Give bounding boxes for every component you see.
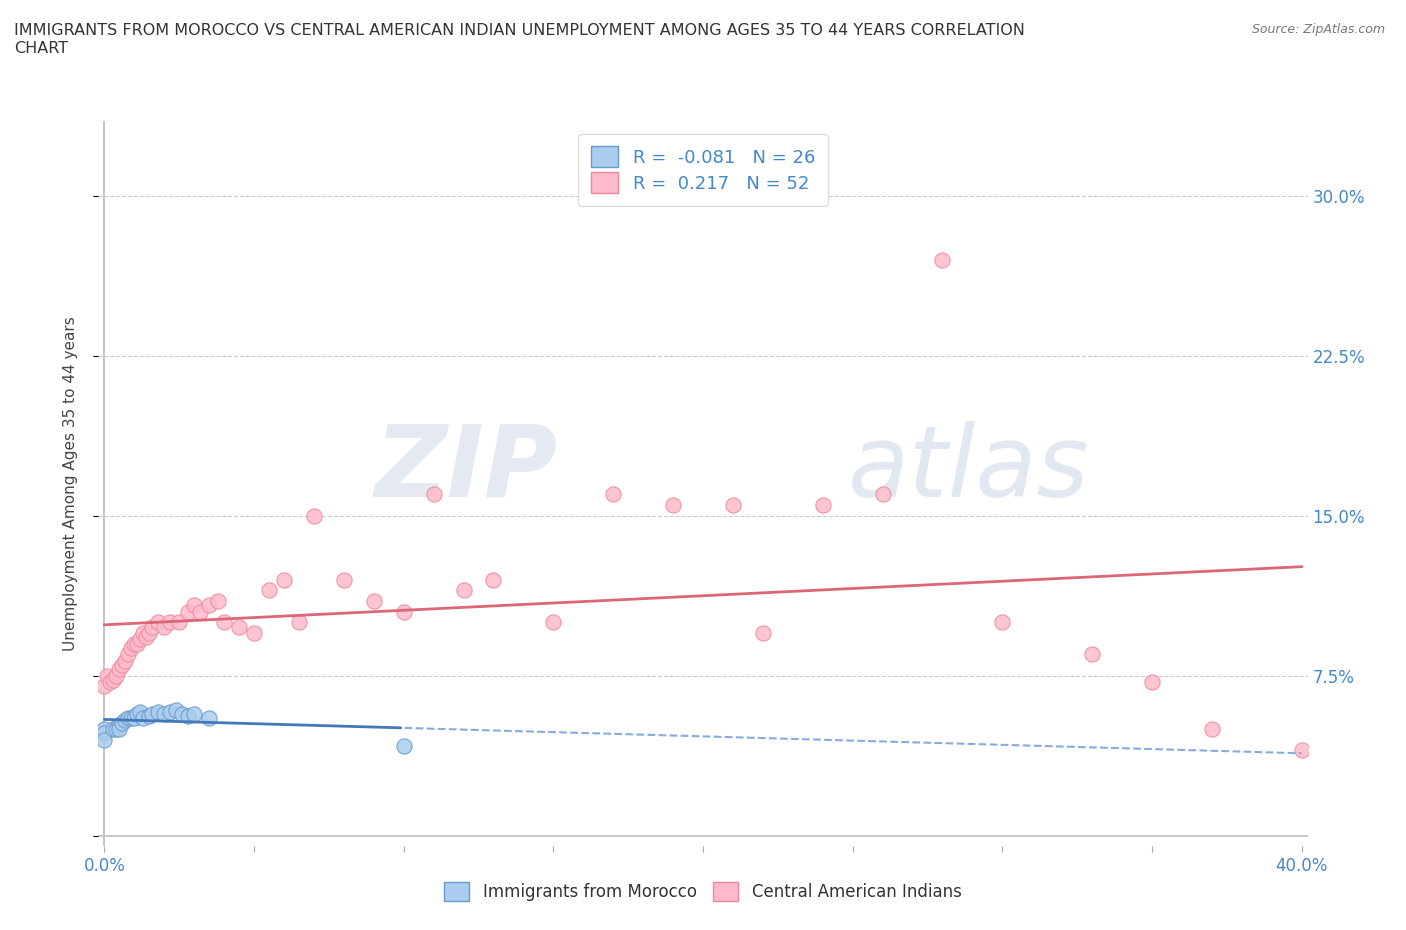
Point	[198, 711, 221, 725]
Point	[111, 715, 134, 730]
Text: ZIP: ZIP	[375, 420, 558, 518]
Point	[172, 707, 194, 722]
Point	[138, 709, 160, 724]
Point	[177, 604, 200, 619]
Point	[752, 626, 775, 641]
Point	[108, 717, 131, 732]
Point	[1140, 674, 1163, 689]
Point	[257, 583, 280, 598]
Point	[811, 498, 834, 512]
Y-axis label: Unemployment Among Ages 35 to 44 years: Unemployment Among Ages 35 to 44 years	[63, 316, 77, 651]
Point	[103, 722, 125, 737]
Point	[302, 508, 325, 523]
Point	[183, 707, 205, 722]
Point	[108, 722, 131, 737]
Point	[165, 702, 187, 717]
Text: IMMIGRANTS FROM MOROCCO VS CENTRAL AMERICAN INDIAN UNEMPLOYMENT AMONG AGES 35 TO: IMMIGRANTS FROM MOROCCO VS CENTRAL AMERI…	[14, 23, 1025, 56]
Point	[198, 598, 221, 613]
Point	[132, 626, 155, 641]
Point	[103, 672, 125, 687]
Point	[188, 604, 211, 619]
Point	[243, 626, 266, 641]
Point	[273, 572, 295, 587]
Point	[453, 583, 475, 598]
Point	[129, 704, 152, 719]
Point	[114, 653, 136, 668]
Point	[132, 711, 155, 725]
Point	[721, 498, 744, 512]
Point	[93, 725, 115, 740]
Point	[93, 679, 115, 694]
Point	[124, 636, 146, 651]
Point	[148, 704, 170, 719]
Point	[129, 631, 152, 646]
Point	[117, 647, 139, 662]
Point	[872, 486, 894, 501]
Point	[120, 711, 142, 725]
Point	[105, 668, 128, 683]
Text: Source: ZipAtlas.com: Source: ZipAtlas.com	[1251, 23, 1385, 36]
Point	[111, 658, 134, 672]
Point	[105, 722, 128, 737]
Point	[183, 598, 205, 613]
Point	[117, 711, 139, 725]
Point	[100, 674, 122, 689]
Point	[1201, 722, 1223, 737]
Point	[207, 593, 229, 608]
Point	[167, 615, 190, 630]
Text: atlas: atlas	[848, 420, 1090, 518]
Point	[333, 572, 356, 587]
Point	[120, 641, 142, 656]
Point	[392, 738, 415, 753]
Point	[108, 662, 131, 677]
Point	[177, 709, 200, 724]
Point	[93, 722, 115, 737]
Point	[363, 593, 385, 608]
Point	[127, 636, 149, 651]
Point	[991, 615, 1014, 630]
Point	[392, 604, 415, 619]
Point	[212, 615, 235, 630]
Point	[138, 626, 160, 641]
Point	[159, 704, 181, 719]
Point	[153, 707, 176, 722]
Point	[141, 707, 163, 722]
Point	[141, 619, 163, 634]
Point	[931, 252, 953, 267]
Point	[124, 711, 146, 725]
Point	[159, 615, 181, 630]
Legend: R =  -0.081   N = 26, R =  0.217   N = 52: R = -0.081 N = 26, R = 0.217 N = 52	[578, 134, 828, 206]
Point	[1081, 647, 1104, 662]
Point	[543, 615, 565, 630]
Point	[228, 619, 250, 634]
Point	[422, 486, 444, 501]
Point	[153, 619, 176, 634]
Point	[662, 498, 685, 512]
Point	[482, 572, 505, 587]
Legend: Immigrants from Morocco, Central American Indians: Immigrants from Morocco, Central America…	[437, 875, 969, 908]
Point	[93, 732, 115, 747]
Point	[1291, 743, 1313, 758]
Point	[96, 668, 118, 683]
Point	[602, 486, 624, 501]
Point	[135, 630, 157, 644]
Point	[114, 713, 136, 728]
Point	[127, 707, 149, 722]
Point	[288, 615, 311, 630]
Point	[148, 615, 170, 630]
